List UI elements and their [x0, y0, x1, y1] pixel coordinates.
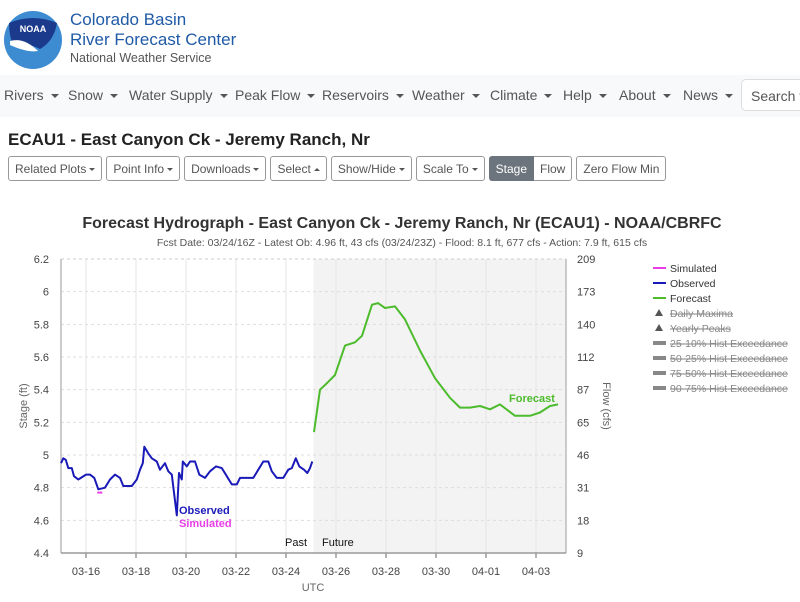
y-tick-label: 5.8: [34, 319, 49, 331]
legend-item[interactable]: Yearly Peaks: [670, 323, 731, 335]
chart-subtitle: Fcst Date: 03/24/16Z - Latest Ob: 4.96 f…: [157, 237, 647, 249]
nav-water-supply[interactable]: Water Supply: [129, 87, 228, 103]
x-tick-label: 04-03: [522, 566, 550, 578]
y2-tick-label: 140: [577, 319, 595, 331]
legend-item[interactable]: 90-75% Hist Exceedance: [670, 383, 788, 395]
y2-tick-label: 46: [577, 450, 589, 462]
point-info-button[interactable]: Point Info: [106, 156, 181, 181]
y-tick-label: 4.6: [34, 515, 49, 527]
x-tick-label: 03-26: [322, 566, 350, 578]
nav-about[interactable]: About: [619, 87, 671, 103]
nav-help[interactable]: Help: [563, 87, 607, 103]
y2-axis-label: Flow (cfs): [600, 382, 612, 430]
brand-line2: River Forecast Center: [70, 30, 237, 49]
y-tick-label: 5.4: [34, 385, 49, 397]
future-label: Future: [322, 537, 354, 549]
y-tick-label: 4.8: [34, 483, 49, 495]
chart-title: Forecast Hydrograph - East Canyon Ck - J…: [82, 215, 722, 232]
y2-tick-label: 209: [577, 254, 595, 266]
y2-tick-label: 87: [577, 385, 589, 397]
nav-snow[interactable]: Snow: [68, 87, 119, 103]
x-tick-label: 03-28: [372, 566, 400, 578]
scale-to-button[interactable]: Scale To: [415, 156, 485, 181]
page-title: ECAU1 - East Canyon Ck - Jeremy Ranch, N…: [8, 130, 370, 149]
legend-item[interactable]: 25-10% Hist Exceedance: [670, 338, 788, 350]
forecast-series-line: [313, 302, 559, 433]
legend-item[interactable]: 50-25% Hist Exceedance: [670, 353, 788, 365]
y-tick-label: 5.6: [34, 352, 49, 364]
plot-toolbar: Related Plots Point Info Downloads Selec…: [8, 156, 667, 181]
nav-rivers[interactable]: Rivers: [4, 87, 59, 103]
y-axis-label: Stage (ft): [18, 383, 30, 428]
plot-area: [61, 259, 566, 553]
flow-button[interactable]: Flow: [534, 156, 573, 181]
legend-item[interactable]: 75-50% Hist Exceedance: [670, 368, 788, 380]
y2-tick-label: 65: [577, 417, 589, 429]
legend-swatch: [653, 356, 666, 360]
zero-flow-min-button[interactable]: Zero Flow Min: [576, 156, 667, 181]
y-tick-label: 4.4: [34, 548, 49, 560]
y2-tick-label: 18: [577, 515, 589, 527]
x-tick-label: 03-24: [272, 566, 300, 578]
x-tick-label: 03-30: [422, 566, 450, 578]
related-plots-button[interactable]: Related Plots: [8, 156, 103, 181]
legend-swatch: [653, 386, 666, 390]
nav-news[interactable]: News: [683, 87, 734, 103]
y-tick-label: 6.2: [34, 254, 49, 266]
x-tick-label: 04-01: [472, 566, 500, 578]
logo-text: NOAA: [20, 24, 47, 34]
legend-swatch: [653, 341, 666, 345]
x-tick-label: 03-22: [222, 566, 250, 578]
stage-button[interactable]: Stage: [488, 156, 535, 181]
y2-tick-label: 31: [577, 483, 589, 495]
downloads-button[interactable]: Downloads: [184, 156, 267, 181]
search-input[interactable]: Search this site: [741, 79, 800, 111]
brand-line1: Colorado Basin: [70, 10, 187, 29]
y-tick-label: 6: [43, 287, 49, 299]
stage-flow-toggle: Stage Flow: [488, 156, 573, 181]
select-button[interactable]: Select: [270, 156, 327, 181]
brand-subtitle: National Weather Service: [70, 51, 212, 65]
x-axis-label: UTC: [302, 582, 325, 594]
legend-item[interactable]: Observed: [670, 278, 716, 290]
legend-item[interactable]: Forecast: [670, 293, 711, 305]
legend-swatch: [653, 371, 666, 375]
noaa-logo[interactable]: NOAA: [4, 11, 62, 69]
y2-tick-label: 173: [577, 287, 595, 299]
y-tick-label: 5: [43, 450, 49, 462]
x-tick-label: 03-20: [172, 566, 200, 578]
forecast-annotation: Forecast: [509, 393, 555, 405]
x-tick-label: 03-16: [72, 566, 100, 578]
show-hide-button[interactable]: Show/Hide: [330, 156, 412, 181]
future-shading: [313, 259, 566, 553]
legend-item[interactable]: Simulated: [670, 263, 717, 275]
main-nav: Rivers Snow Water Supply Peak Flow Reser…: [0, 75, 800, 117]
nav-climate[interactable]: Climate: [490, 87, 553, 103]
y2-tick-label: 9: [577, 548, 583, 560]
triangle-icon: [655, 324, 663, 331]
nav-weather[interactable]: Weather: [412, 87, 480, 103]
nav-peak-flow[interactable]: Peak Flow: [235, 87, 316, 103]
legend-item[interactable]: Daily Maxima: [670, 308, 733, 320]
triangle-icon: [655, 309, 663, 316]
x-tick-label: 03-18: [122, 566, 150, 578]
y2-tick-label: 112: [577, 352, 595, 364]
observed-series-line: [60, 445, 314, 517]
simulated-annotation: Simulated: [179, 518, 232, 530]
observed-annotation: Observed: [179, 505, 230, 517]
past-label: Past: [285, 537, 307, 549]
site-brand[interactable]: Colorado Basin River Forecast Center Nat…: [70, 10, 236, 66]
nav-reservoirs[interactable]: Reservoirs: [322, 87, 404, 103]
y-tick-label: 5.2: [34, 417, 49, 429]
